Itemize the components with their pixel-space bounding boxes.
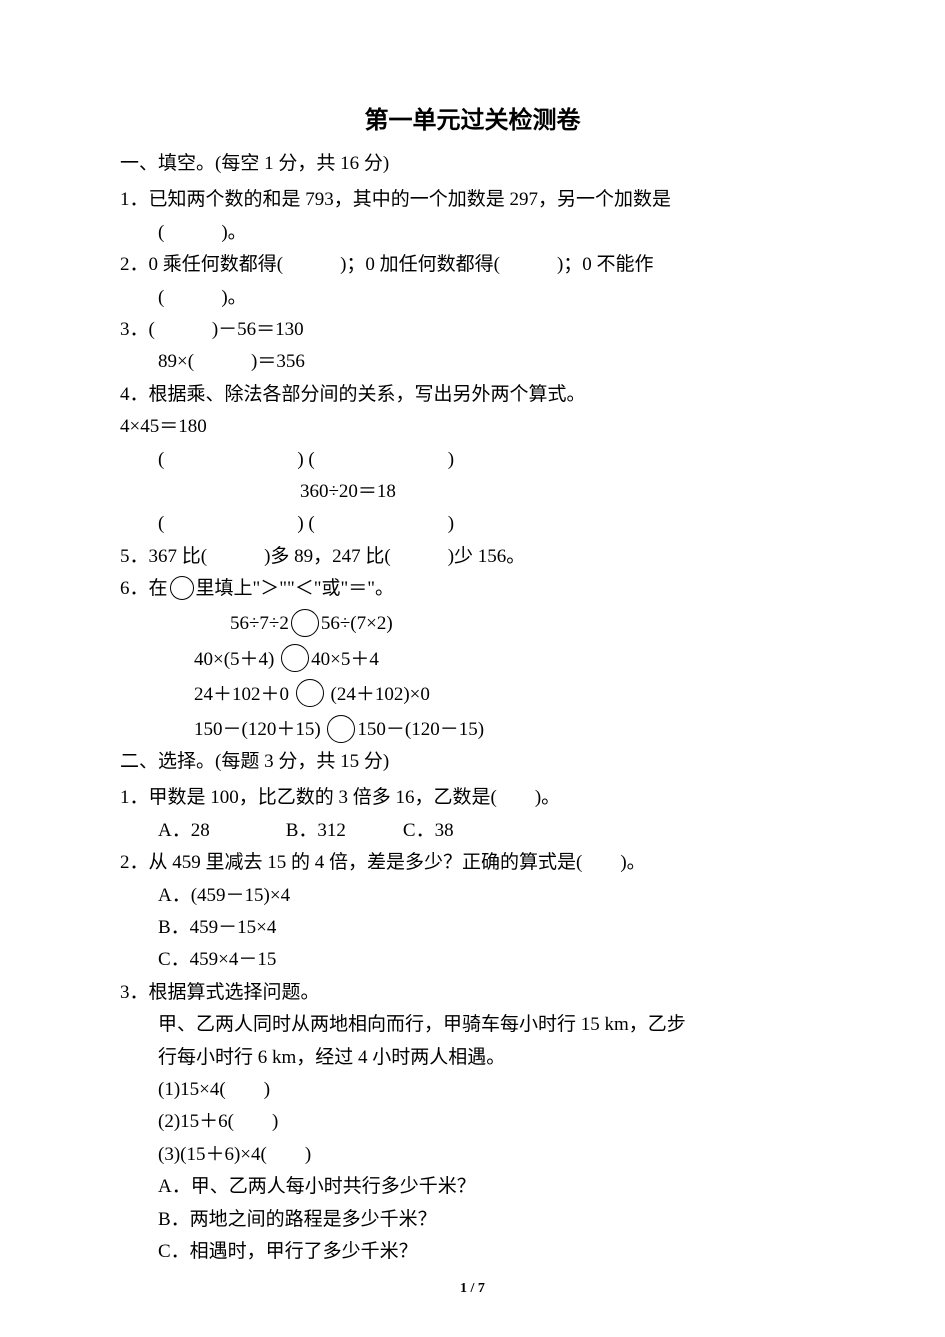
eq4-left: 150－(120＋15) (194, 719, 321, 740)
section1-header: 一、填空。(每空 1 分，共 16 分) (120, 149, 825, 179)
s1-q4-eq2: 360÷20＝18 (120, 477, 825, 507)
s1-q2-line2: ( )。 (120, 283, 825, 313)
s2-q2-optC: C．459×4－15 (120, 945, 825, 975)
s2-q3-optC: C．相遇时，甲行了多少千米？ (120, 1237, 825, 1267)
s1-q6-eq4: 150－(120＋15) 150－(120－15) (120, 712, 825, 747)
s2-q2: 2．从 459 里减去 15 的 4 倍，差是多少？正确的算式是( )。 (120, 848, 825, 878)
s1-q6-eq2: 40×(5＋4) 40×5＋4 (120, 642, 825, 677)
s1-q6-eq1: 56÷7÷2 56÷(7×2) (120, 606, 825, 641)
eq1-left: 56÷7÷2 (230, 613, 289, 634)
s1-q5: 5．367 比( )多 89，247 比( )少 156。 (120, 542, 825, 572)
s2-q2-optB: B．459－15×4 (120, 913, 825, 943)
s1-q4-line1: 4．根据乘、除法各部分间的关系，写出另外两个算式。 (120, 380, 825, 410)
eq4-right: 150－(120－15) (357, 719, 484, 740)
circle-icon (281, 644, 309, 672)
eq2-left: 40×(5＋4) (194, 649, 274, 670)
s1-q6-header: 6．在 里填上"＞""＜"或"＝"。 (120, 574, 825, 604)
page-title: 第一单元过关检测卷 (120, 100, 825, 135)
circle-icon (327, 715, 355, 743)
s2-q3-optB: B．两地之间的路程是多少千米？ (120, 1205, 825, 1235)
eq2-right: 40×5＋4 (311, 649, 379, 670)
page-footer: 1 / 7 (0, 1281, 945, 1297)
circle-icon (291, 609, 319, 637)
s2-q3-sub2: (2)15＋6( ) (120, 1107, 825, 1137)
s1-q6-text2: 里填上"＞""＜"或"＝"。 (196, 578, 395, 599)
s1-q1-line1: 1．已知两个数的和是 793，其中的一个加数是 297，另一个加数是 (120, 185, 825, 215)
s1-q4-blank1: ( ) ( ) (120, 445, 825, 475)
circle-icon (170, 576, 194, 600)
s2-q1-opts: A．28 B．312 C．38 (120, 816, 825, 846)
s1-q3-line1: 3．( )－56＝130 (120, 315, 825, 345)
s2-q3-line1: 甲、乙两人同时从两地相向而行，甲骑车每小时行 15 km，乙步 (120, 1010, 825, 1040)
s1-q4-eq1: 4×45＝180 (120, 412, 825, 442)
s1-q2-line1: 2．0 乘任何数都得( )；0 加任何数都得( )；0 不能作 (120, 250, 825, 280)
eq3-right: (24＋102)×0 (331, 684, 430, 705)
s2-q3-optA: A．甲、乙两人每小时共行多少千米？ (120, 1172, 825, 1202)
s2-q1: 1．甲数是 100，比乙数的 3 倍多 16，乙数是( )。 (120, 783, 825, 813)
s2-q3: 3．根据算式选择问题。 (120, 978, 825, 1008)
s2-q3-sub1: (1)15×4( ) (120, 1075, 825, 1105)
s1-q6-text1: 6．在 (120, 578, 168, 599)
s2-q2-optA: A．(459－15)×4 (120, 881, 825, 911)
s1-q1-line2: ( )。 (120, 218, 825, 248)
s2-q3-sub3: (3)(15＋6)×4( ) (120, 1140, 825, 1170)
eq3-left: 24＋102＋0 (194, 684, 289, 705)
s2-q3-line2: 行每小时行 6 km，经过 4 小时两人相遇。 (120, 1043, 825, 1073)
s1-q3-line2: 89×( )＝356 (120, 347, 825, 377)
section2-header: 二、选择。(每题 3 分，共 15 分) (120, 747, 825, 777)
s1-q6-eq3: 24＋102＋0 (24＋102)×0 (120, 677, 825, 712)
circle-icon (296, 679, 324, 707)
eq1-right: 56÷(7×2) (321, 613, 393, 634)
s1-q4-blank2: ( ) ( ) (120, 509, 825, 539)
